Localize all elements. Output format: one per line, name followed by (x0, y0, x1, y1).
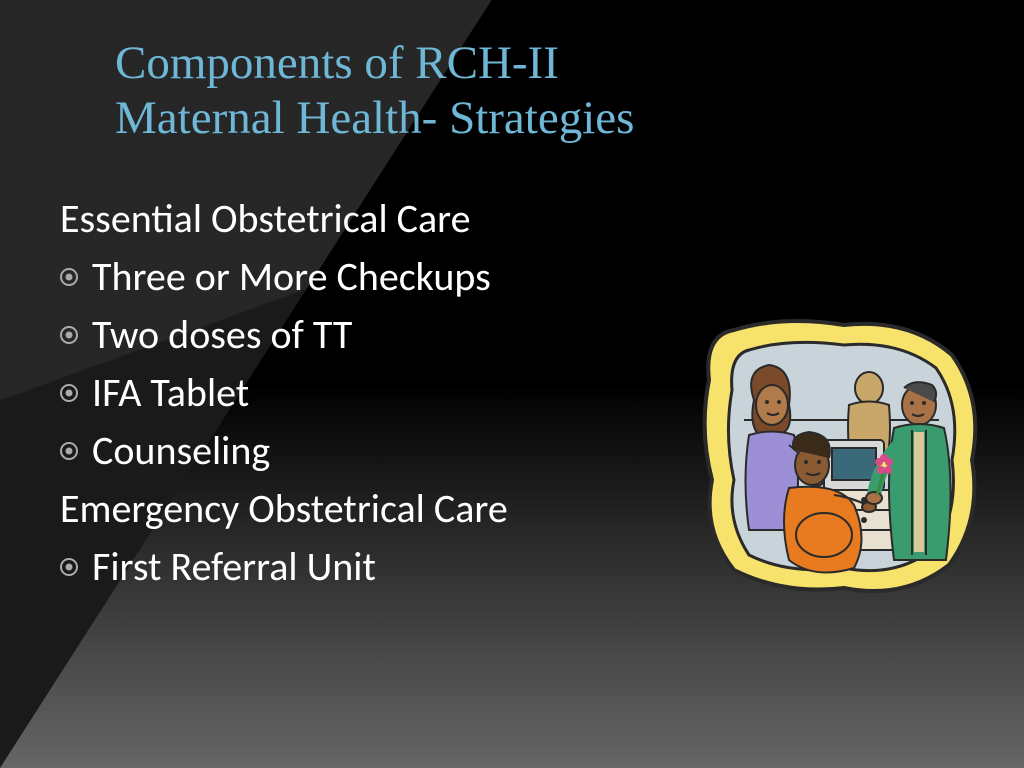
title-line-1: Components of RCH-II (115, 36, 634, 91)
bullet-icon (60, 268, 78, 286)
list-item: First Referral Unit (60, 538, 508, 596)
bullet-icon (60, 384, 78, 402)
section-heading: Emergency Obstetrical Care (60, 480, 508, 538)
bullet-icon (60, 558, 78, 576)
list-item-text: Two doses of TT (92, 306, 352, 364)
list-item-text: First Referral Unit (92, 538, 376, 596)
list-item: IFA Tablet (60, 364, 508, 422)
list-item-text: IFA Tablet (92, 364, 249, 422)
list-item: Three or More Checkups (60, 248, 508, 306)
content-block: Essential Obstetrical Care Three or More… (60, 190, 508, 596)
list-item: Counseling (60, 422, 508, 480)
list-item-text: Counseling (92, 422, 270, 480)
list-item: Two doses of TT (60, 306, 508, 364)
bullet-icon (60, 326, 78, 344)
bullet-icon (60, 442, 78, 460)
medical-consultation-icon (694, 310, 984, 600)
list-item-text: Three or More Checkups (92, 248, 491, 306)
slide-title: Components of RCH-II Maternal Health- St… (115, 36, 634, 147)
section-heading: Essential Obstetrical Care (60, 190, 508, 248)
clipart-illustration (694, 310, 984, 600)
title-line-2: Maternal Health- Strategies (115, 91, 634, 146)
